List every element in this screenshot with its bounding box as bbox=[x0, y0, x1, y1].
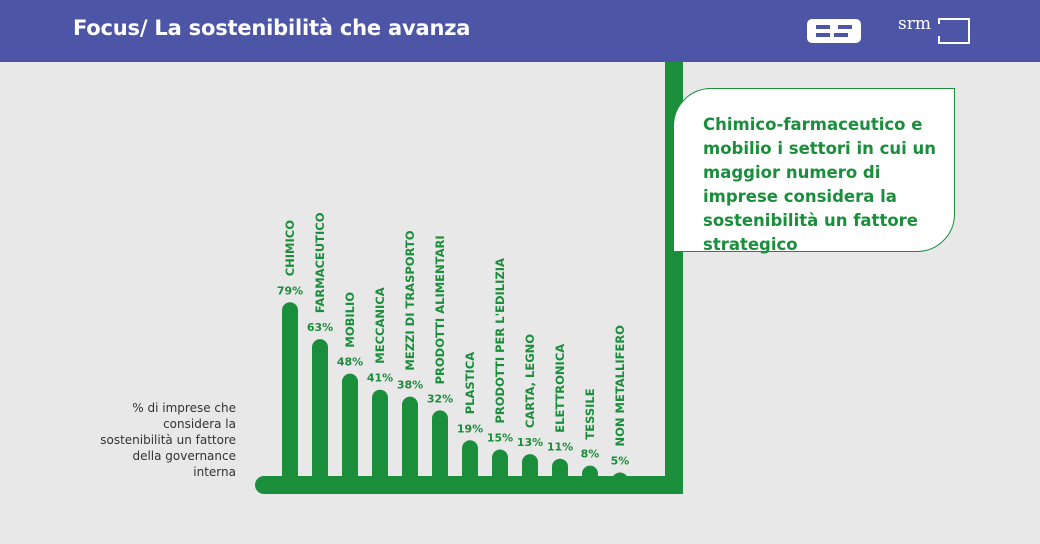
bar-5 bbox=[402, 396, 418, 488]
value-label-1: 79% bbox=[277, 284, 303, 297]
value-label-12: 5% bbox=[611, 455, 630, 468]
value-label-7: 19% bbox=[457, 422, 483, 435]
srm-box-icon bbox=[938, 18, 970, 44]
bar-4 bbox=[372, 389, 388, 488]
category-label-5: MEZZI DI TRASPORTO bbox=[403, 230, 417, 370]
callout-text: Chimico-farmaceutico e mobilio i settori… bbox=[703, 115, 937, 254]
category-label-9: CARTA, LEGNO bbox=[523, 334, 537, 428]
legend-note: % di imprese che considera la sostenibil… bbox=[100, 401, 236, 479]
value-label-6: 32% bbox=[427, 392, 453, 405]
callout-box: Chimico-farmaceutico e mobilio i settori… bbox=[673, 88, 955, 254]
baseline-bar bbox=[255, 476, 683, 494]
value-label-10: 11% bbox=[547, 441, 573, 454]
bar-2 bbox=[312, 339, 328, 488]
cs-logo bbox=[807, 17, 861, 49]
category-label-7: PLASTICA bbox=[463, 352, 477, 415]
value-label-8: 15% bbox=[487, 432, 513, 445]
category-label-10: ELETTRONICA bbox=[553, 344, 567, 433]
category-label-3: MOBILIO bbox=[343, 292, 357, 348]
header-bar: Focus/ La sostenibilità che avanza srm bbox=[0, 0, 1040, 62]
category-label-8: PRODOTTI PER L'EDILIZIA bbox=[493, 258, 507, 424]
category-label-12: NON METALLIFERO bbox=[613, 325, 627, 447]
value-label-9: 13% bbox=[517, 436, 543, 449]
value-label-5: 38% bbox=[397, 379, 423, 392]
value-label-3: 48% bbox=[337, 356, 363, 369]
category-label-4: MECCANICA bbox=[373, 287, 387, 363]
category-label-6: PRODOTTI ALIMENTARI bbox=[433, 235, 447, 384]
bar-6 bbox=[432, 410, 448, 488]
value-label-2: 63% bbox=[307, 321, 333, 334]
category-label-11: TESSILE bbox=[583, 388, 597, 439]
category-label-1: CHIMICO bbox=[283, 220, 297, 277]
page-title: Focus/ La sostenibilità che avanza bbox=[73, 16, 471, 40]
value-label-11: 8% bbox=[581, 448, 600, 461]
bar-1 bbox=[282, 302, 298, 488]
value-label-4: 41% bbox=[367, 372, 393, 385]
category-label-2: FARMACEUTICO bbox=[313, 212, 327, 313]
srm-logo-text: srm bbox=[898, 14, 931, 34]
bar-3 bbox=[342, 373, 358, 488]
